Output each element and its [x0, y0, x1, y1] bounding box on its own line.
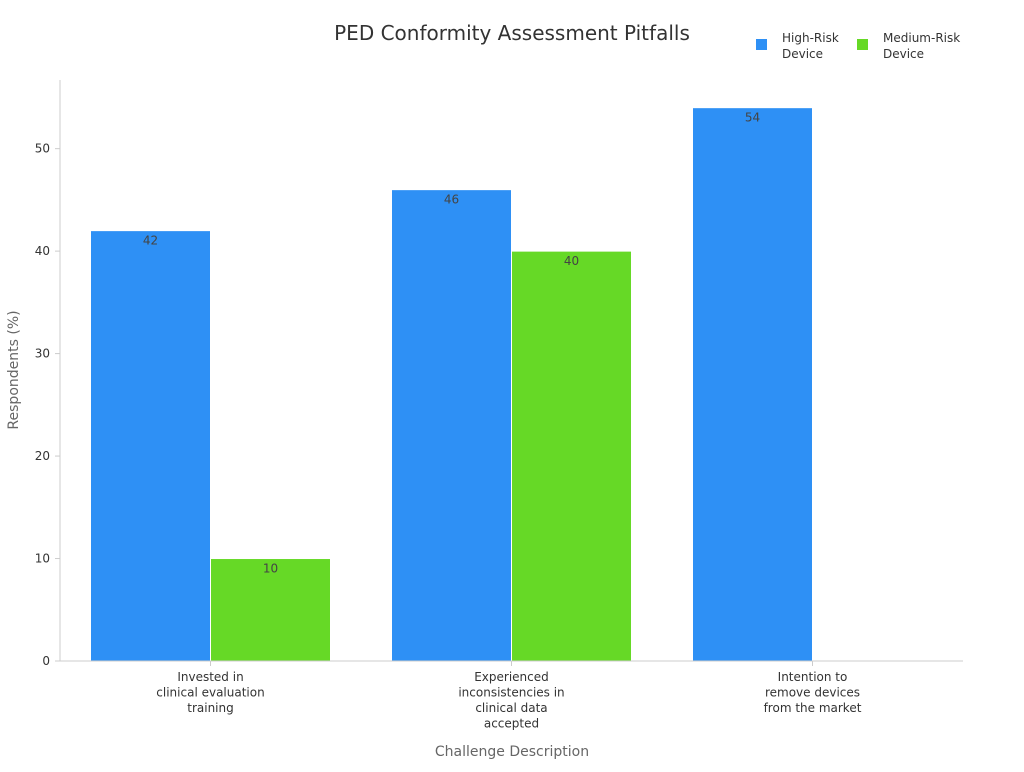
- legend: High-Risk Device Medium-Risk Device: [756, 31, 960, 61]
- y-tick-label: 30: [35, 347, 50, 361]
- data-label: 42: [143, 234, 158, 248]
- bar-high-risk[interactable]: [90, 230, 211, 662]
- data-label: 10: [263, 562, 278, 576]
- y-tick-label: 0: [42, 654, 50, 668]
- x-tick-label: Experienced inconsistencies in clinical da…: [458, 670, 564, 731]
- data-label: 54: [745, 111, 760, 125]
- data-label: 40: [564, 254, 579, 268]
- y-tick-label: 10: [35, 552, 50, 566]
- y-axis-label: Respondents (%): [6, 310, 22, 429]
- legend-label[interactable]: Medium-Risk Device: [883, 31, 960, 61]
- y-tick-label: 40: [35, 244, 50, 258]
- chart-title: PED Conformity Assessment Pitfalls: [334, 21, 690, 45]
- x-tick-label: Invested in clinical evaluation training: [156, 670, 264, 715]
- x-axis-label: Challenge Description: [435, 744, 589, 760]
- legend-swatch: [756, 39, 767, 50]
- y-tick-label: 50: [35, 142, 50, 156]
- bar-high-risk[interactable]: [391, 189, 512, 662]
- bar-medium-risk[interactable]: [511, 250, 632, 662]
- bar-medium-risk[interactable]: [210, 558, 331, 662]
- legend-label[interactable]: High-Risk Device: [782, 31, 839, 61]
- legend-swatch: [857, 39, 868, 50]
- x-tick-label: Intention to remove devices from the marke…: [764, 670, 862, 715]
- bar-high-risk[interactable]: [692, 107, 813, 662]
- data-label: 46: [444, 193, 459, 207]
- y-tick-label: 20: [35, 449, 50, 463]
